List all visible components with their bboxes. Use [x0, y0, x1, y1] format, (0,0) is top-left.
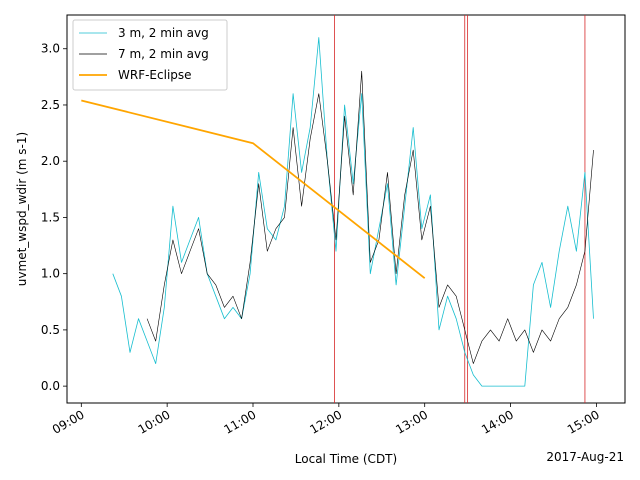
y-axis: 0.0 0.5 1.0 1.5 2.0 2.5 3.0 [41, 42, 67, 393]
legend-box [72, 19, 228, 91]
legend-label-7m: 7 m, 2 min avg [118, 47, 209, 61]
y-axis-label: uvmet_wspd_wdir (m s-1) [15, 132, 29, 286]
x-tick-label-5: 14:00 [479, 407, 516, 436]
x-tick-label-0: 09:00 [50, 407, 87, 436]
y-tick-label-1: 0.5 [41, 323, 60, 337]
x-tick-label-4: 13:00 [393, 407, 430, 436]
y-tick-label-3: 1.5 [41, 210, 60, 224]
y-tick-label-6: 3.0 [41, 42, 60, 56]
date-label: 2017-Aug-21 [546, 450, 624, 464]
x-tick-label-1: 10:00 [136, 407, 173, 436]
plot-area [66, 14, 626, 404]
series-wrf-line [81, 99, 426, 279]
series-7m-line [146, 70, 594, 364]
y-tick-label-2: 1.0 [41, 267, 60, 281]
legend: 3 m, 2 min avg 7 m, 2 min avg WRF-Eclips… [72, 19, 228, 91]
y-tick-label-5: 2.5 [41, 98, 60, 112]
x-tick-label-3: 12:00 [307, 407, 344, 436]
x-axis-label: Local Time (CDT) [295, 452, 397, 466]
legend-label-3m: 3 m, 2 min avg [118, 26, 209, 40]
x-tick-label-2: 11:00 [222, 407, 259, 436]
vertical-markers [334, 15, 586, 403]
series-3m-line [112, 37, 594, 387]
plot-frame [66, 14, 626, 404]
series-layer [81, 37, 594, 387]
y-tick-label-0: 0.0 [41, 379, 60, 393]
y-tick-label-4: 2.0 [41, 154, 60, 168]
x-axis: 09:00 10:00 11:00 12:00 13:00 14:00 15:00 [50, 403, 602, 437]
x-tick-label-6: 15:00 [565, 407, 602, 436]
legend-label-wrf: WRF-Eclipse [118, 68, 192, 82]
